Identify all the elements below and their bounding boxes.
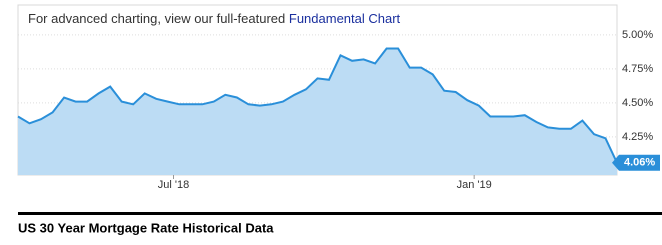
y-tick-label: 4.75% — [622, 63, 653, 75]
line — [17, 47, 618, 164]
x-tick-label: Jan '19 — [457, 179, 492, 191]
y-tick-label: 4.50% — [622, 97, 653, 109]
heading-rule — [18, 212, 662, 215]
x-tick-label: Jul '18 — [158, 179, 189, 191]
banner: For advanced charting, view our full-fea… — [28, 11, 401, 26]
banner-text: For advanced charting, view our full-fea… — [28, 11, 285, 26]
value-label: 4.06% — [624, 157, 655, 169]
heading: US 30 Year Mortgage Rate Historical Data — [18, 220, 274, 235]
area — [18, 48, 617, 175]
y-tick-label: 5.00% — [622, 29, 653, 41]
y-tick-label: 4.25% — [622, 131, 653, 143]
chart: 4.25% 4.50% 4.75% 5.00% Jul '18 Jan '19 For a… — [17, 4, 662, 235]
value-label-box — [612, 154, 660, 171]
page: {"chart_data": {"type": "area", "banner_… — [17, 4, 662, 236]
banner-link[interactable]: Fundamental Chart — [289, 11, 401, 26]
